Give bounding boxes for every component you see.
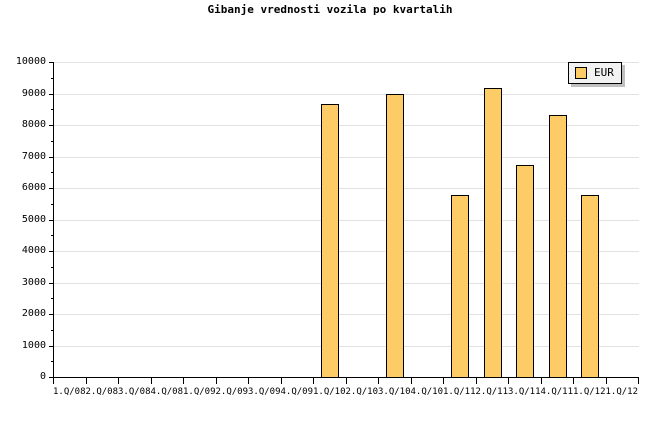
y-axis-label: 8000 bbox=[21, 119, 46, 130]
bar[interactable] bbox=[516, 164, 534, 378]
y-tick-major bbox=[49, 251, 54, 252]
y-axis-label: 0 bbox=[39, 371, 46, 382]
x-axis-label: 2.Q/10 bbox=[345, 387, 379, 397]
x-tick bbox=[638, 378, 639, 384]
gridline bbox=[54, 156, 639, 158]
y-tick-major bbox=[49, 125, 54, 126]
y-tick-minor bbox=[51, 203, 54, 205]
y-axis-label: 5000 bbox=[21, 213, 46, 225]
y-tick-minor bbox=[51, 298, 54, 300]
x-tick bbox=[151, 378, 152, 384]
y-tick-major bbox=[49, 156, 54, 158]
x-axis-label: 2.Q/08 bbox=[85, 387, 119, 397]
gridline bbox=[54, 251, 639, 252]
x-axis-label: 4.Q/11 bbox=[540, 387, 574, 397]
x-tick bbox=[183, 378, 184, 384]
x-axis-label: 2.Q/09 bbox=[215, 387, 249, 397]
x-axis-label: 1.Q/12 bbox=[573, 387, 606, 397]
x-tick bbox=[573, 378, 574, 384]
x-tick bbox=[281, 378, 282, 384]
gridline bbox=[54, 62, 639, 63]
gridline bbox=[54, 188, 639, 189]
bar[interactable] bbox=[386, 94, 404, 378]
gridline bbox=[54, 282, 639, 284]
y-tick-major bbox=[49, 314, 54, 315]
bar[interactable] bbox=[484, 88, 502, 378]
y-tick-minor bbox=[51, 77, 54, 79]
x-axis-label: 1.Q/08 bbox=[53, 387, 86, 397]
y-tick-major bbox=[49, 282, 54, 284]
legend-label-eur: EUR bbox=[594, 66, 614, 79]
y-tick-major bbox=[49, 188, 54, 189]
gridline bbox=[54, 125, 639, 126]
x-tick bbox=[476, 378, 477, 384]
y-tick-major bbox=[49, 377, 54, 378]
x-axis-label: 1.Q/09 bbox=[183, 387, 216, 397]
bar[interactable] bbox=[549, 114, 567, 378]
y-axis-label: 6000 bbox=[21, 182, 46, 193]
x-tick bbox=[118, 378, 119, 384]
x-tick bbox=[346, 378, 347, 384]
x-tick bbox=[443, 378, 444, 384]
y-tick-minor bbox=[51, 109, 54, 111]
y-tick-major bbox=[49, 93, 54, 95]
x-axis-label: 1.Q/12 bbox=[605, 387, 639, 397]
x-tick bbox=[216, 378, 217, 384]
x-axis-label: 4.Q/10 bbox=[410, 387, 444, 397]
gridline bbox=[54, 345, 639, 347]
legend[interactable]: EUR bbox=[568, 62, 622, 84]
y-tick-minor bbox=[51, 329, 54, 331]
x-axis-label: 4.Q/09 bbox=[280, 387, 314, 397]
x-tick bbox=[378, 378, 379, 384]
y-axis-label: 4000 bbox=[21, 245, 46, 256]
y-axis-label: 9000 bbox=[21, 87, 46, 99]
x-axis-label: 3.Q/09 bbox=[248, 387, 281, 397]
x-tick bbox=[541, 378, 542, 384]
legend-swatch-eur bbox=[575, 67, 587, 79]
x-axis-label: 1.Q/10 bbox=[313, 387, 346, 397]
y-tick-major bbox=[49, 345, 54, 347]
y-tick-major bbox=[49, 62, 54, 63]
y-tick-minor bbox=[51, 266, 54, 268]
x-tick bbox=[508, 378, 509, 384]
bar[interactable] bbox=[321, 103, 339, 378]
x-axis-label: 2.Q/11 bbox=[475, 387, 509, 397]
y-axis-label: 7000 bbox=[21, 150, 46, 162]
chart-title: Gibanje vrednosti vozila po kvartalih bbox=[207, 3, 453, 16]
y-tick-minor bbox=[51, 172, 54, 174]
x-tick bbox=[313, 378, 314, 384]
x-axis-labels: 1.Q/08 2.Q/08 3.Q/08 4.Q/08 1.Q/09 2.Q/09 3.Q/… bbox=[53, 378, 639, 402]
y-tick-minor bbox=[51, 235, 54, 237]
x-axis-label: 4.Q/08 bbox=[150, 387, 184, 397]
bar[interactable] bbox=[581, 194, 599, 378]
y-axis-label: 2000 bbox=[21, 308, 46, 319]
y-axis-label: 1000 bbox=[21, 339, 46, 351]
x-axis-line bbox=[53, 377, 639, 378]
x-axis-label: 3.Q/10 bbox=[378, 387, 411, 397]
gridline bbox=[54, 314, 639, 315]
plot-area bbox=[49, 62, 639, 378]
x-tick bbox=[411, 378, 412, 384]
bar[interactable] bbox=[451, 194, 469, 378]
x-axis-label: 3.Q/11 bbox=[508, 387, 541, 397]
y-tick-major bbox=[49, 219, 54, 221]
x-tick bbox=[248, 378, 249, 384]
y-tick-minor bbox=[51, 140, 54, 142]
x-tick bbox=[53, 378, 54, 384]
y-axis-label: 10000 bbox=[15, 56, 46, 67]
gridline bbox=[54, 219, 639, 221]
gridline bbox=[54, 93, 639, 95]
x-tick bbox=[86, 378, 87, 384]
x-tick bbox=[606, 378, 607, 384]
y-axis-label: 3000 bbox=[21, 276, 46, 288]
x-axis-label: 3.Q/08 bbox=[118, 387, 151, 397]
y-tick-minor bbox=[51, 361, 54, 363]
x-axis-label: 1.Q/11 bbox=[443, 387, 476, 397]
